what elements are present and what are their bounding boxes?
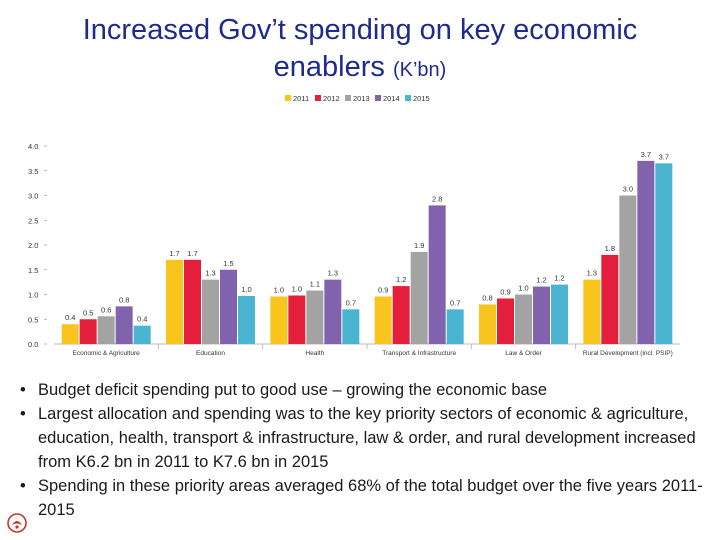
data-label-2014: 1.3: [328, 269, 338, 278]
y-tick-label: 1.5: [28, 266, 38, 275]
emblem-icon: [7, 513, 27, 533]
legend-swatch-2015: [405, 95, 411, 101]
bar-2012: [184, 259, 201, 344]
spending-bar-chart: 2011 2012 2013 2014 2015 0.0 0.5 1.0 1.5 2.0 2.5 3.…: [28, 94, 680, 357]
bar-2015: [551, 284, 568, 344]
data-label-2011: 1.0: [274, 285, 284, 294]
bullet-item: Budget deficit spending put to good use …: [18, 378, 708, 402]
data-label-2013: 1.1: [310, 280, 320, 289]
data-label-2011: 0.4: [65, 313, 75, 322]
data-label-2011: 1.7: [169, 249, 179, 258]
data-label-2012: 1.2: [396, 275, 406, 284]
title-line-1: Increased Gov’t spending on key economic: [82, 14, 638, 46]
bar-2012: [79, 319, 97, 344]
data-label-2011: 1.3: [587, 269, 597, 278]
y-tick-label: 2.0: [28, 241, 38, 250]
bar-2015: [133, 325, 151, 344]
y-tick-label: 2.5: [28, 216, 38, 225]
bar-2013: [515, 294, 532, 344]
data-label-2011: 0.8: [482, 293, 492, 302]
bar-2015: [342, 309, 360, 344]
title-line-2: enablers (K’bn): [0, 49, 720, 89]
category-label: Education: [196, 350, 225, 357]
bar-2015: [655, 163, 673, 344]
bar-2011: [270, 296, 288, 344]
bar-2013: [202, 279, 219, 344]
slide-title: Increased Gov’t spending on key economic…: [0, 12, 720, 89]
legend-label-2011: 2011: [293, 94, 309, 103]
legend-swatch-2012: [315, 95, 321, 101]
y-tick-label: 3.0: [28, 192, 38, 201]
legend-label-2012: 2012: [323, 94, 340, 103]
data-label-2011: 0.9: [378, 285, 388, 294]
bar-2014: [324, 279, 342, 344]
category-label: Health: [305, 350, 324, 357]
data-label-2014: 1.5: [223, 259, 233, 268]
data-label-2013: 1.0: [518, 284, 528, 293]
bar-2012: [392, 286, 410, 344]
bullet-item: Spending in these priority areas average…: [18, 474, 708, 522]
category-label: Economic & Agriculture: [73, 350, 141, 357]
bar-2015: [446, 309, 464, 344]
bar-2014: [428, 205, 446, 344]
data-label-2015: 0.7: [450, 298, 460, 307]
data-label-2013: 3.0: [623, 185, 633, 194]
bar-2011: [479, 304, 496, 344]
bar-2011: [61, 324, 79, 344]
bar-2011: [374, 296, 392, 344]
data-label-2012: 1.7: [187, 249, 197, 258]
data-label-2012: 1.0: [292, 284, 302, 293]
data-label-2015: 0.4: [137, 315, 147, 324]
legend-swatch-2013: [345, 95, 351, 101]
bar-2012: [288, 295, 306, 344]
category-label: Rural Development (incl. PSIP): [583, 350, 673, 357]
title-line-2-text: enablers: [273, 51, 385, 83]
data-label-2014: 0.8: [119, 295, 129, 304]
legend-label-2013: 2013: [353, 94, 370, 103]
bar-2013: [306, 290, 324, 344]
bar-2013: [619, 195, 637, 344]
data-label-2013: 0.6: [101, 305, 111, 314]
legend-swatch-2011: [285, 95, 291, 101]
bullet-item: Largest allocation and spending was to t…: [18, 402, 708, 474]
data-label-2013: 1.3: [205, 269, 215, 278]
category-label: Law & Order: [505, 350, 542, 357]
legend-label-2015: 2015: [413, 94, 430, 103]
data-label-2015: 1.0: [241, 285, 251, 294]
data-label-2014: 3.7: [641, 150, 651, 159]
legend-label-2014: 2014: [383, 94, 400, 103]
bar-2014: [533, 286, 550, 344]
data-label-2014: 1.2: [536, 276, 546, 285]
legend-swatch-2014: [375, 95, 381, 101]
data-label-2015: 0.7: [346, 298, 356, 307]
y-tick-label: 4.0: [28, 142, 38, 151]
y-tick-label: 3.5: [28, 167, 38, 176]
data-label-2015: 1.2: [554, 274, 564, 283]
bar-2015: [238, 295, 255, 344]
bar-2014: [220, 269, 237, 344]
category-label: Transport & Infrastructure: [382, 350, 456, 357]
data-label-2012: 0.5: [83, 308, 93, 317]
y-tick-label: 0.5: [28, 315, 38, 324]
data-label-2012: 1.8: [605, 244, 615, 253]
y-tick-label: 1.0: [28, 291, 38, 300]
bar-2012: [497, 298, 514, 344]
bullet-list: Budget deficit spending put to good use …: [18, 378, 708, 522]
data-label-2015: 3.7: [659, 152, 669, 161]
bar-2011: [166, 259, 183, 344]
bar-2013: [97, 316, 115, 344]
data-label-2014: 2.8: [432, 194, 442, 203]
data-label-2012: 0.9: [500, 287, 510, 296]
data-label-2013: 1.9: [414, 241, 424, 250]
bar-2014: [637, 160, 655, 344]
bar-2011: [583, 279, 601, 344]
bar-2013: [410, 251, 428, 344]
y-tick-label: 0.0: [28, 340, 38, 349]
bar-2014: [115, 306, 133, 344]
title-unit: (K’bn): [392, 59, 447, 81]
bar-2012: [601, 254, 619, 344]
